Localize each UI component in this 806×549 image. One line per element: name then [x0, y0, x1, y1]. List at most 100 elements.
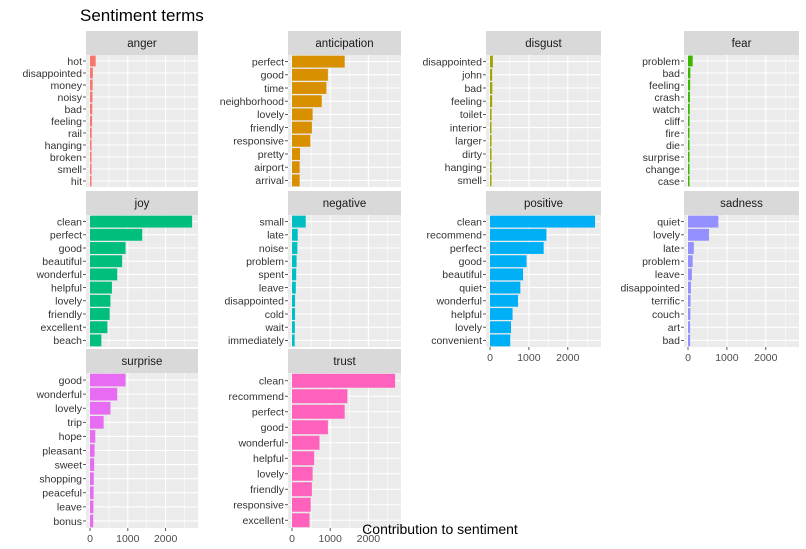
category-label: good: [59, 243, 83, 255]
bar-trust: [292, 466, 313, 481]
category-label: clean: [259, 376, 284, 388]
x-tick-label: 1000: [715, 352, 739, 364]
bar-joy: [90, 255, 123, 268]
category-label: feeling: [451, 96, 482, 108]
category-label: money: [50, 80, 82, 92]
x-tick-label: 0: [487, 352, 493, 364]
facet-strip-sadness: [684, 191, 799, 215]
category-label: larger: [455, 136, 482, 148]
bar-positive: [490, 242, 544, 254]
category-label: helpful: [253, 453, 284, 465]
category-label: rail: [68, 128, 82, 140]
bar-fear: [688, 151, 690, 163]
bar-negative: [292, 308, 296, 320]
category-label: immediately: [228, 335, 285, 347]
x-tick-label: 2000: [754, 352, 778, 364]
bar-disgust: [490, 82, 493, 94]
bar-disgust: [490, 161, 492, 174]
bar-sadness: [688, 321, 691, 334]
bar-anger: [90, 151, 92, 163]
category-label: lovely: [257, 469, 285, 481]
bar-fear: [688, 175, 690, 187]
bar-sadness: [688, 334, 691, 347]
category-label: friendly: [250, 484, 285, 496]
category-label: terrific: [651, 296, 680, 308]
category-label: leave: [259, 282, 284, 294]
bar-anger: [90, 115, 93, 127]
bar-positive: [490, 334, 511, 347]
x-tick-label: 1000: [116, 533, 140, 544]
category-label: bad: [662, 68, 680, 80]
bar-fear: [688, 163, 690, 175]
category-label: bad: [464, 83, 482, 95]
category-label: bad: [64, 104, 82, 116]
category-label: problem: [642, 56, 680, 68]
category-label: good: [59, 375, 83, 387]
bar-fear: [688, 127, 690, 139]
bar-joy: [90, 321, 108, 334]
category-label: peaceful: [42, 488, 82, 500]
bar-surprise: [90, 458, 95, 471]
category-label: wonderful: [35, 269, 82, 281]
bar-sadness: [688, 255, 693, 268]
bar-positive: [490, 215, 596, 228]
bar-disgust: [490, 108, 492, 121]
category-label: cold: [265, 309, 284, 321]
category-label: convenient: [431, 335, 482, 347]
category-label: noisy: [57, 92, 82, 104]
category-label: hope: [59, 431, 83, 443]
category-label: wonderful: [237, 438, 284, 450]
bar-anger: [90, 67, 93, 79]
category-label: arrival: [255, 175, 284, 187]
facet-label-anticipation: anticipation: [315, 38, 373, 50]
bar-positive: [490, 321, 512, 334]
category-label: bonus: [53, 516, 82, 528]
bar-sadness: [688, 228, 710, 241]
category-label: hanging: [445, 162, 483, 174]
category-label: lovely: [455, 322, 483, 334]
facet-strip-joy: [86, 191, 198, 215]
bar-trust: [292, 513, 310, 528]
facet-label-surprise: surprise: [122, 356, 163, 368]
category-label: helpful: [51, 282, 82, 294]
bar-negative: [292, 242, 298, 254]
bar-disgust: [490, 68, 493, 81]
bar-sadness: [688, 281, 691, 294]
category-label: time: [264, 83, 284, 95]
bar-positive: [490, 281, 521, 294]
bar-trust: [292, 389, 348, 404]
bar-disgust: [490, 134, 492, 147]
bar-surprise: [90, 430, 96, 443]
category-label: couch: [652, 309, 680, 321]
category-label: good: [261, 70, 285, 82]
x-tick-label: 2000: [154, 533, 178, 544]
category-label: lovely: [55, 296, 83, 308]
facet-label-disgust: disgust: [525, 38, 562, 50]
x-tick-label: 2000: [556, 352, 580, 364]
category-label: disappointed: [224, 296, 284, 308]
category-label: noise: [259, 243, 284, 255]
category-label: leave: [655, 269, 680, 281]
bar-fear: [688, 139, 690, 151]
category-label: problem: [642, 256, 680, 268]
bar-positive: [490, 228, 547, 241]
category-label: dirty: [462, 149, 483, 161]
facet-label-sadness: sadness: [720, 198, 763, 210]
bar-anticipation: [292, 82, 327, 94]
bar-anger: [90, 139, 92, 151]
bar-fear: [688, 91, 690, 103]
bar-surprise: [90, 514, 94, 528]
category-label: interior: [450, 122, 483, 134]
category-label: leave: [57, 502, 82, 514]
bar-joy: [90, 242, 126, 254]
category-label: pretty: [258, 149, 285, 161]
bar-negative: [292, 281, 296, 294]
bar-positive: [490, 294, 519, 307]
category-label: change: [646, 164, 681, 176]
category-label: responsive: [233, 500, 284, 512]
category-label: good: [261, 422, 285, 434]
x-tick-label: 2000: [357, 533, 381, 544]
bar-surprise: [90, 444, 95, 457]
category-label: quiet: [657, 216, 680, 228]
bar-anger: [90, 103, 93, 115]
